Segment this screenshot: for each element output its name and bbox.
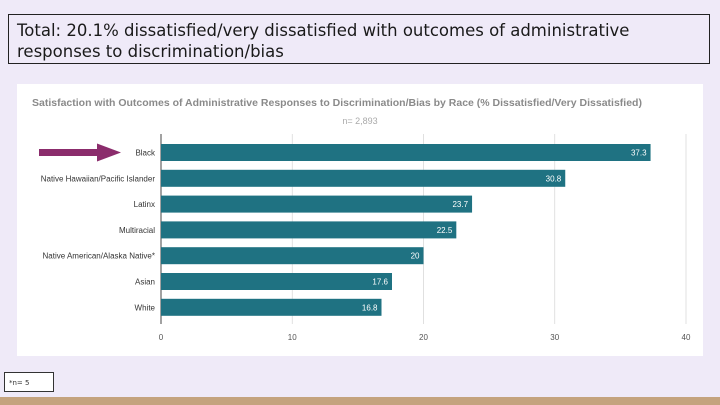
data-label-asian: 17.6 [372,278,388,287]
sample-size-note: *n= 5 [4,372,54,392]
data-label-black: 37.3 [631,149,647,158]
tick-label-30: 30 [550,333,559,342]
bar-asian [161,273,392,290]
data-label-multiracial: 22.5 [437,226,453,235]
bars [161,144,651,316]
footer-band [0,397,720,405]
bar-native-american-alaska-native [161,247,424,265]
data-label-native-american-alaska-native: 20 [411,252,420,261]
x-axis-tick-labels: 0 10 20 30 40 [159,333,691,342]
category-label-black: Black [135,149,156,158]
bar-black [161,144,651,161]
tick-label-0: 0 [159,333,164,342]
note-text: *n= 5 [9,379,30,387]
category-label-native-american-alaska-native: Native American/Alaska Native* [43,252,156,261]
bar-native-hawaiian-pacific-islander [161,169,566,187]
highlight-arrow-group [39,143,121,162]
data-label-white: 16.8 [362,303,378,312]
bar-white [161,298,382,316]
category-label-multiracial: Multiracial [119,226,155,235]
bar-multiracial [161,221,457,239]
highlight-arrow-shaft [39,149,99,156]
data-labels: 37.3 30.8 23.7 22.5 20 17.6 16.8 [362,149,647,313]
category-labels: Black Native Hawaiian/Pacific Islander Lat… [41,149,156,313]
chart-subtitle: n= 2,893 [342,116,377,126]
header-text: Total: 20.1% dissatisfied/very dissatisf… [17,21,630,61]
tick-label-20: 20 [419,333,428,342]
bar-chart: Satisfaction with Outcomes of Administra… [32,97,691,342]
category-label-asian: Asian [135,278,155,287]
data-label-latinx: 23.7 [452,200,468,209]
chart-panel: Satisfaction with Outcomes of Administra… [17,84,703,356]
category-label-latinx: Latinx [134,200,155,209]
category-label-native-hawaiian-pacific-islander: Native Hawaiian/Pacific Islander [41,174,156,183]
chart-title: Satisfaction with Outcomes of Administra… [32,97,642,109]
data-label-native-hawaiian-pacific-islander: 30.8 [546,174,562,183]
bar-latinx [161,195,473,213]
highlight-arrow-icon [97,143,121,162]
tick-label-10: 10 [288,333,297,342]
header-banner: Total: 20.1% dissatisfied/very dissatisf… [8,14,710,64]
tick-label-40: 40 [682,333,691,342]
category-label-white: White [135,303,156,312]
